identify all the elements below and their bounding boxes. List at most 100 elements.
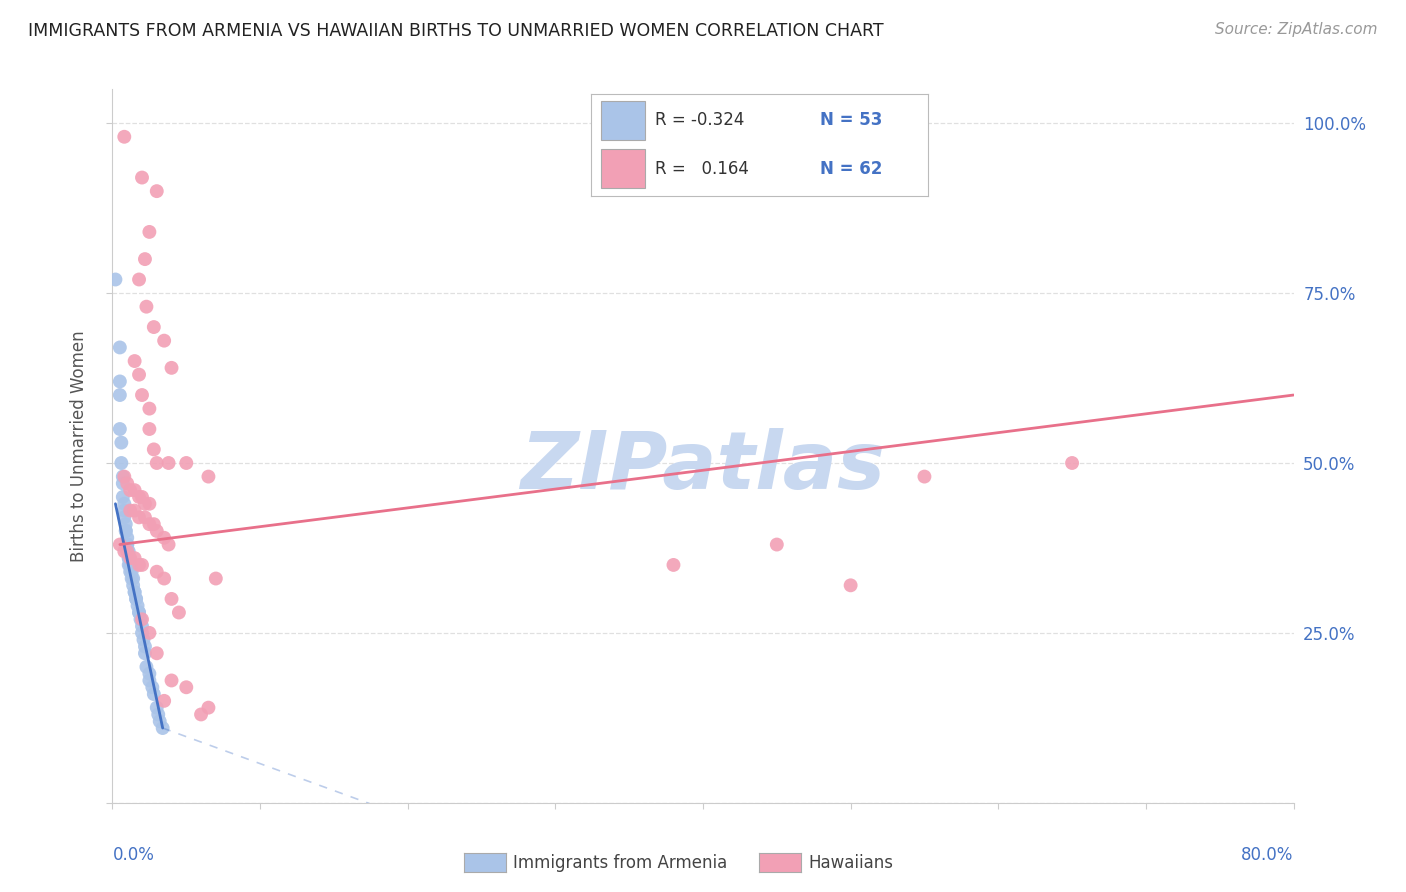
Point: [112, 503, 135, 517]
Point: [110, 435, 132, 450]
Point: [148, 707, 170, 722]
Point: [138, 666, 160, 681]
Point: [108, 537, 131, 551]
Point: [114, 524, 136, 538]
Text: 0.0%: 0.0%: [112, 846, 155, 863]
FancyBboxPatch shape: [600, 149, 644, 188]
Point: [157, 456, 180, 470]
Point: [118, 544, 141, 558]
Point: [121, 572, 143, 586]
Point: [142, 442, 165, 457]
Point: [124, 551, 146, 566]
Point: [1062, 456, 1084, 470]
Point: [134, 646, 156, 660]
Point: [114, 524, 136, 538]
Point: [142, 517, 165, 532]
Point: [128, 368, 150, 382]
Text: N = 62: N = 62: [820, 160, 883, 178]
Point: [120, 483, 142, 498]
Point: [120, 551, 142, 566]
Point: [135, 300, 157, 314]
Point: [205, 572, 228, 586]
Point: [131, 619, 153, 633]
Point: [174, 680, 197, 694]
Point: [112, 510, 135, 524]
Point: [110, 456, 132, 470]
Point: [146, 184, 169, 198]
Point: [124, 585, 146, 599]
Point: [128, 606, 150, 620]
Point: [167, 606, 190, 620]
Point: [128, 510, 150, 524]
Point: [111, 469, 134, 483]
Point: [146, 565, 169, 579]
Point: [121, 565, 143, 579]
Point: [131, 612, 153, 626]
Point: [131, 558, 153, 572]
Point: [174, 456, 197, 470]
Point: [131, 170, 153, 185]
Point: [124, 483, 146, 498]
Point: [132, 632, 155, 647]
Point: [157, 537, 180, 551]
Point: [138, 225, 160, 239]
Point: [111, 490, 134, 504]
Point: [190, 707, 212, 722]
Point: [138, 422, 160, 436]
Point: [125, 591, 148, 606]
Point: [112, 469, 135, 483]
Text: Hawaiians: Hawaiians: [808, 854, 893, 871]
Point: [108, 422, 131, 436]
Point: [118, 551, 141, 566]
Text: 80.0%: 80.0%: [1241, 846, 1294, 863]
Point: [108, 388, 131, 402]
Point: [120, 565, 142, 579]
Point: [138, 626, 160, 640]
Point: [134, 497, 156, 511]
Point: [117, 537, 138, 551]
Point: [128, 606, 150, 620]
Point: [117, 544, 138, 558]
Point: [149, 714, 172, 729]
Point: [662, 558, 685, 572]
Text: Source: ZipAtlas.com: Source: ZipAtlas.com: [1215, 22, 1378, 37]
Point: [131, 490, 153, 504]
Point: [839, 578, 862, 592]
Point: [142, 687, 165, 701]
Point: [146, 646, 169, 660]
Point: [142, 320, 165, 334]
Point: [108, 341, 131, 355]
Point: [766, 537, 789, 551]
Point: [118, 558, 141, 572]
Text: ZIPatlas: ZIPatlas: [520, 428, 886, 507]
Point: [117, 476, 138, 491]
Point: [127, 599, 149, 613]
Point: [135, 660, 157, 674]
Point: [134, 252, 156, 266]
Point: [138, 497, 160, 511]
Point: [129, 612, 152, 626]
Point: [153, 334, 176, 348]
Point: [122, 578, 145, 592]
Point: [120, 558, 142, 572]
Text: R = -0.324: R = -0.324: [655, 112, 744, 129]
Point: [108, 375, 131, 389]
Point: [146, 456, 169, 470]
Point: [138, 401, 160, 416]
Point: [197, 700, 219, 714]
Point: [134, 640, 156, 654]
Point: [153, 694, 176, 708]
Point: [120, 558, 142, 572]
Point: [120, 503, 142, 517]
Point: [122, 572, 145, 586]
Point: [128, 272, 150, 286]
Point: [117, 537, 138, 551]
Point: [117, 544, 138, 558]
Point: [112, 497, 135, 511]
Point: [131, 626, 153, 640]
Y-axis label: Births to Unmarried Women: Births to Unmarried Women: [70, 330, 89, 562]
Point: [160, 673, 183, 688]
Point: [153, 572, 176, 586]
Point: [124, 503, 146, 517]
Point: [124, 585, 146, 599]
